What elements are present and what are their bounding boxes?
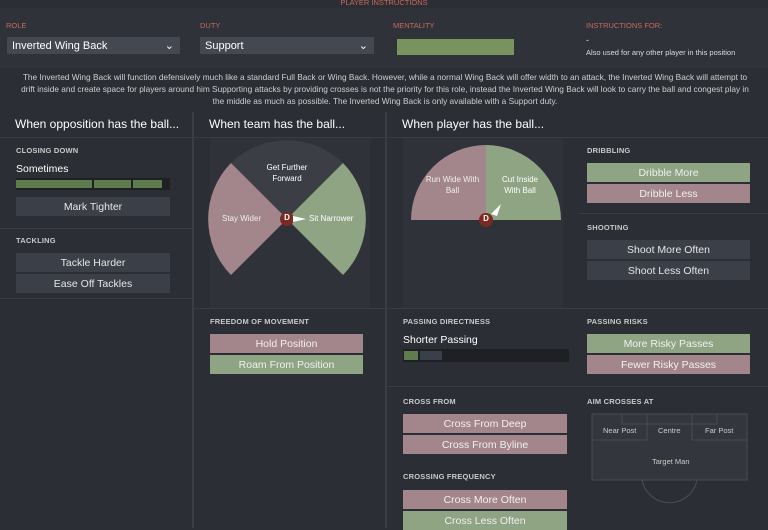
duty: Support [205, 39, 244, 52]
role-dropdown[interactable]: Inverted Wing Back ⌄ [7, 37, 180, 54]
mentality-bar [397, 39, 514, 55]
button[interactable]: Cross More Often [403, 490, 567, 509]
column-title: When player has the ball... [402, 117, 545, 131]
zone-label[interactable]: Get Further Forward [266, 163, 308, 183]
button[interactable]: Hold Position [210, 334, 363, 353]
mentality-label: MENTALITY [393, 21, 435, 30]
chevron: ⌄ [164, 40, 174, 52]
separator [387, 308, 768, 309]
button[interactable]: Shoot More Often [587, 240, 750, 259]
section-label: FREEDOM OF MOVEMENT [210, 317, 310, 326]
zone-label[interactable]: Centre [658, 426, 681, 435]
aim-diagram [591, 413, 748, 504]
zone-label[interactable]: Near Post [603, 426, 637, 435]
separator [0, 228, 192, 229]
duty-label: DUTY [200, 21, 221, 30]
slider[interactable] [403, 349, 569, 362]
separator [192, 112, 194, 528]
movement-diagram [208, 138, 370, 308]
instructions-for: - [586, 35, 589, 45]
button[interactable]: More Risky Passes [587, 334, 750, 353]
separator [387, 386, 768, 387]
slider[interactable] [16, 178, 170, 190]
section-label: PASSING RISKS [587, 317, 648, 326]
section-label: DRIBBLING [587, 146, 631, 155]
section-label: TACKLING [16, 236, 56, 245]
slider-step [420, 351, 442, 360]
section-label: CROSSING FREQUENCY [403, 472, 496, 481]
section-label: CLOSING DOWN [16, 146, 79, 155]
slider-step [133, 180, 162, 188]
button[interactable]: Cross Less Often [403, 511, 567, 530]
description: The Inverted Wing Back will function def… [21, 72, 749, 106]
dribble-diagram [403, 138, 563, 308]
player-marker: D [483, 214, 489, 223]
section-label: AIM CROSSES AT [587, 397, 654, 406]
zone-label[interactable]: Run Wide With Ball [425, 175, 480, 195]
separator [194, 308, 385, 309]
chevron: ⌄ [358, 40, 368, 52]
zone-label[interactable]: Far Post [705, 426, 734, 435]
slider-step [404, 351, 418, 360]
section-label: PASSING DIRECTNESS [403, 317, 491, 326]
duty-dropdown[interactable]: Support ⌄ [200, 37, 374, 54]
zone-label[interactable]: Target Man [652, 457, 690, 466]
button[interactable]: Fewer Risky Passes [587, 355, 750, 374]
column-title: When opposition has the ball... [15, 117, 180, 131]
button[interactable]: Dribble More [587, 163, 750, 182]
zone-label[interactable]: Cut Inside With Ball [501, 175, 539, 195]
slider-step [16, 180, 92, 188]
instructions-note: Also used for any other player in this p… [586, 48, 736, 57]
slider-step [94, 180, 131, 188]
column-title: When team has the ball... [209, 117, 346, 131]
setting: Sometimes [16, 163, 69, 175]
button[interactable]: Cross From Deep [403, 414, 567, 433]
section-label: CROSS FROM [403, 397, 456, 406]
section-label: SHOOTING [587, 223, 629, 232]
separator [0, 298, 192, 299]
button[interactable]: Ease Off Tackles [16, 274, 170, 293]
player-marker: D [284, 213, 290, 222]
button[interactable]: Roam From Position [210, 355, 363, 374]
button[interactable]: Shoot Less Often [587, 261, 750, 280]
zone-label[interactable]: Sit Narrower [309, 214, 354, 223]
title: PLAYER INSTRUCTIONS [340, 0, 428, 7]
button[interactable]: Cross From Byline [403, 435, 567, 454]
button[interactable]: Dribble Less [587, 184, 750, 203]
separator [579, 213, 768, 214]
button[interactable]: Tackle Harder [16, 253, 170, 272]
zone-label[interactable]: Stay Wider [222, 214, 262, 223]
separator [0, 137, 768, 138]
separator [385, 112, 387, 528]
button[interactable]: Mark Tighter [16, 197, 170, 216]
role: Inverted Wing Back [12, 39, 108, 52]
instructions-for-label: INSTRUCTIONS FOR: [586, 21, 663, 30]
role-label: ROLE [6, 21, 27, 30]
setting: Shorter Passing [403, 334, 478, 346]
